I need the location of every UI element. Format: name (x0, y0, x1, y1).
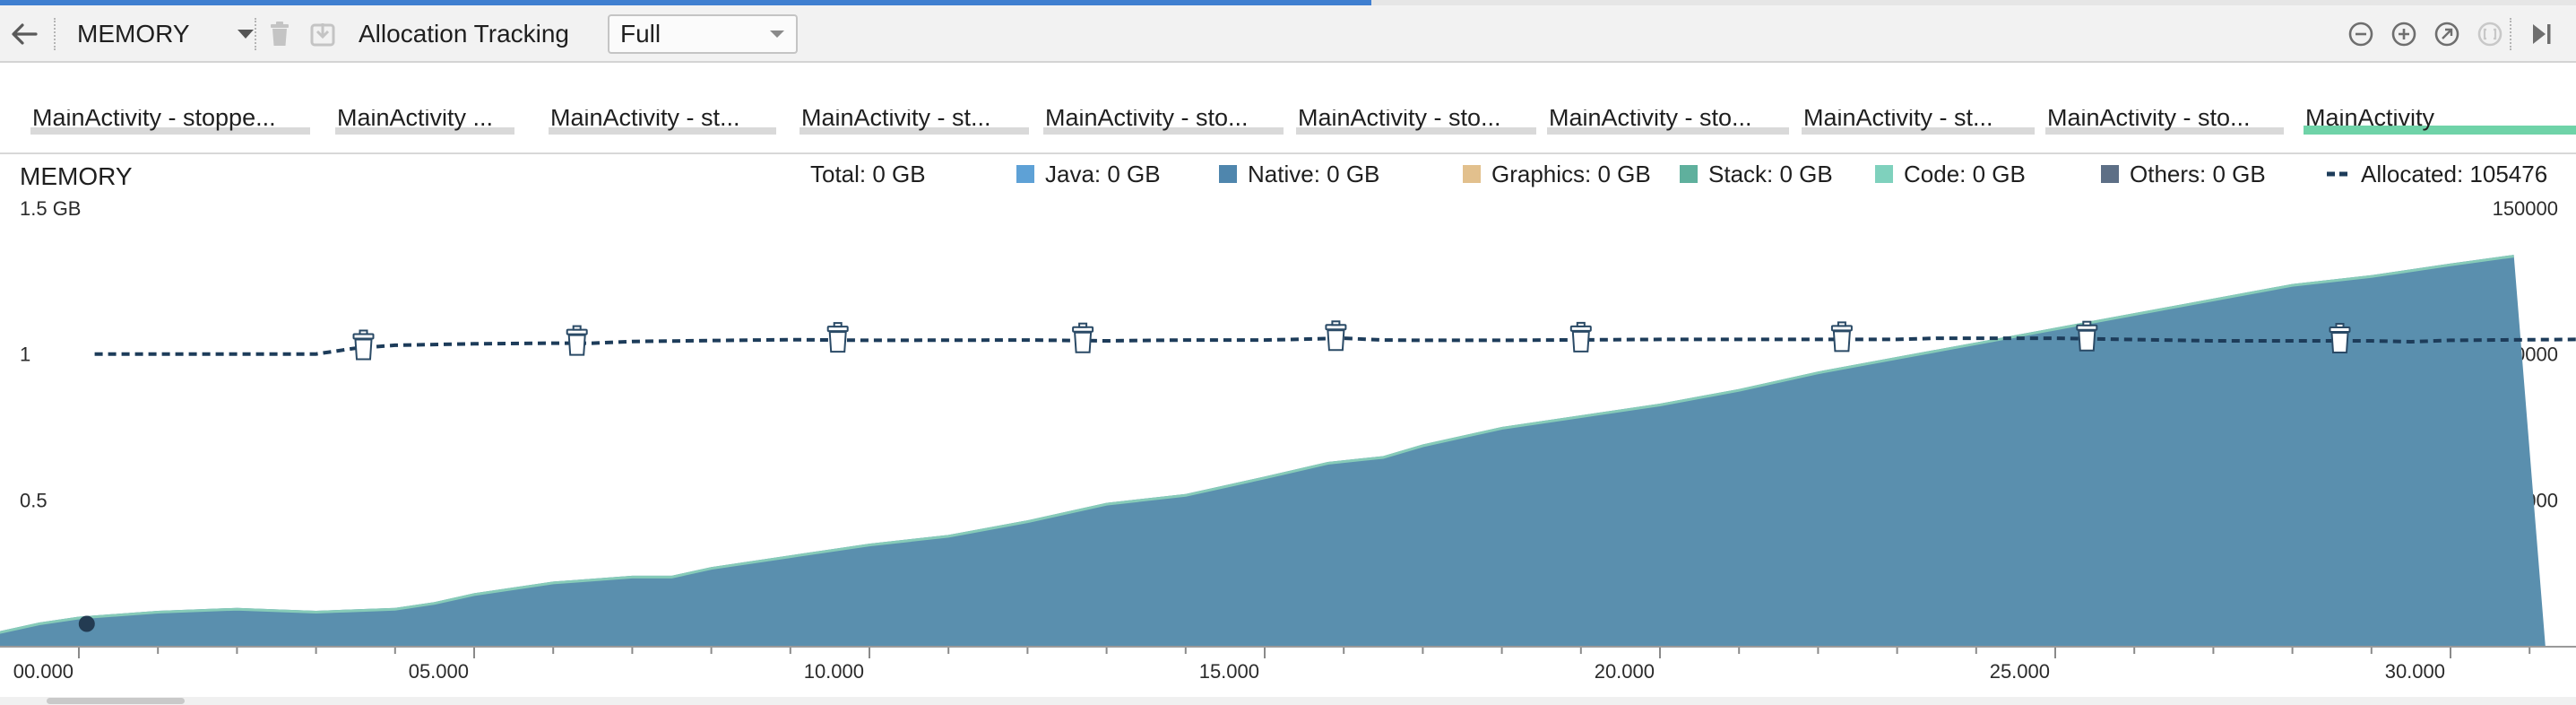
y-left-tick-label: 0.5 (20, 489, 48, 511)
activity-event-segment[interactable]: MainActivity - st... (549, 109, 776, 135)
legend-swatch-native (1219, 165, 1237, 183)
y-left-tick-label: 1.5 GB (20, 197, 81, 220)
x-tick-label: 05.000 (409, 660, 469, 683)
chevron-down-icon (770, 30, 784, 38)
x-tick-label: 10.000 (804, 660, 864, 683)
activity-event-label: MainActivity ... (337, 109, 494, 131)
activity-event-label: MainActivity - st... (801, 109, 991, 131)
profiler-toolbar: MEMORY Allocation Tracking Full (0, 5, 2576, 63)
legend-swatch-java (1016, 165, 1034, 183)
activity-event-label: MainActivity - sto... (2047, 109, 2251, 131)
scrollbar-thumb[interactable] (47, 698, 185, 704)
gc-event-trash-icon[interactable] (1325, 320, 1347, 352)
y-right-tick-label: 150000 (2493, 197, 2558, 220)
gc-event-trash-icon[interactable] (352, 329, 375, 361)
go-to-live-icon (2533, 24, 2551, 44)
allocated-series-line (94, 336, 2576, 356)
x-tick-label: 25.000 (1990, 660, 2050, 683)
activity-event-segment[interactable]: MainActivity ... (335, 109, 514, 135)
heap-dump-icon (310, 23, 335, 47)
activity-event-segment[interactable]: MainActivity - sto... (1043, 109, 1284, 135)
native-memory-edge (0, 255, 2514, 634)
native-memory-area (0, 255, 2546, 646)
legend-swatch-others (2101, 165, 2119, 183)
activity-events-track: MainActivity - stoppe... MainActivity ..… (0, 63, 2576, 154)
activity-event-label: MainActivity - stoppe... (32, 109, 276, 131)
activity-event-label: MainActivity - sto... (1549, 109, 1752, 131)
toolbar-separator (255, 18, 256, 50)
chart-title: MEMORY (20, 162, 133, 190)
gc-event-trash-icon[interactable] (1830, 321, 1853, 352)
zoom-in-icon (2391, 22, 2416, 47)
activity-event-segment[interactable]: MainActivity - st... (800, 109, 1029, 135)
memory-chart-area[interactable]: MEMORY Total: 0 GB Java: 0 GB Native: 0 GB G… (0, 154, 2576, 705)
go-to-live-button[interactable] (2524, 16, 2560, 52)
allocation-tracking-value: Full (620, 20, 661, 48)
zoom-to-selection-icon (2477, 22, 2503, 47)
legend-item-stack: Stack: 0 GB (1708, 161, 1833, 187)
gc-event-trash-icon[interactable] (826, 322, 849, 353)
activity-event-label: MainActivity - st... (550, 109, 740, 131)
activity-event-segment[interactable]: MainActivity - st... (1802, 109, 2035, 135)
capture-heap-dump-button[interactable] (305, 16, 341, 52)
chevron-down-icon (237, 30, 254, 39)
reset-zoom-icon (2434, 22, 2459, 47)
x-tick-label: 15.000 (1199, 660, 1259, 683)
zoom-out-icon (2348, 22, 2373, 47)
x-tick-label: 00.000 (13, 660, 73, 683)
legend-item-code: Code: 0 GB (1904, 161, 2026, 187)
toolbar-separator (54, 18, 56, 50)
legend-swatch-graphics (1463, 165, 1481, 183)
profiler-type-dropdown[interactable]: MEMORY (77, 16, 255, 52)
memory-chart[interactable]: MEMORY Total: 0 GB Java: 0 GB Native: 0 GB G… (0, 154, 2576, 698)
activity-event-segment[interactable]: MainActivity - sto... (2045, 109, 2284, 135)
legend-item-native: Native: 0 GB (1248, 161, 1379, 187)
activity-event-label: MainActivity (2305, 109, 2435, 131)
legend-swatch-code (1875, 165, 1893, 183)
trash-icon (271, 22, 289, 46)
force-gc-button[interactable] (262, 16, 298, 52)
gc-event-trash-icon[interactable] (566, 325, 588, 356)
x-tick-label: 20.000 (1595, 660, 1655, 683)
x-tick-label: 30.000 (2385, 660, 2445, 683)
activity-event-segment[interactable]: MainActivity - sto... (1296, 109, 1536, 135)
zoom-in-button[interactable] (2386, 16, 2422, 52)
back-button[interactable] (5, 16, 43, 52)
gc-event-trash-icon[interactable] (2076, 320, 2098, 352)
legend-item-total: Total: 0 GB (810, 161, 926, 187)
legend-item-graphics: Graphics: 0 GB (1491, 161, 1651, 187)
activity-event-segment-active[interactable]: MainActivity (2304, 109, 2576, 135)
legend-swatch-stack (1680, 165, 1698, 183)
gc-event-trash-icon[interactable] (1569, 321, 1592, 352)
legend-item-java: Java: 0 GB (1045, 161, 1161, 187)
activity-event-segment[interactable]: MainActivity - sto... (1547, 109, 1789, 135)
top-accent-progress (0, 0, 1371, 5)
activity-event-segment[interactable]: MainActivity - stoppe... (30, 109, 310, 135)
activity-event-label: MainActivity - sto... (1045, 109, 1249, 131)
activity-event-label: MainActivity - sto... (1298, 109, 1501, 131)
allocation-tracking-dropdown[interactable]: Full (608, 14, 798, 54)
legend-item-allocated: Allocated: 105476 (2361, 161, 2547, 187)
activity-event-label: MainActivity - st... (1803, 109, 1993, 131)
zoom-out-button[interactable] (2343, 16, 2379, 52)
gc-event-trash-icon[interactable] (1072, 322, 1094, 353)
timeline-marker-dot (78, 615, 95, 632)
legend-item-others: Others: 0 GB (2130, 161, 2266, 187)
allocation-tracking-label: Allocation Tracking (359, 20, 570, 48)
gc-event-trash-icon[interactable] (2329, 323, 2351, 353)
back-arrow-icon (12, 23, 38, 45)
timeline-scrollbar[interactable] (0, 697, 2576, 705)
profiler-type-label: MEMORY (77, 20, 190, 48)
reset-zoom-button[interactable] (2429, 16, 2465, 52)
zoom-to-selection-button[interactable] (2472, 16, 2508, 52)
toolbar-separator (2510, 18, 2511, 50)
y-left-tick-label: 1 (20, 344, 30, 366)
top-accent-line (0, 0, 2576, 5)
